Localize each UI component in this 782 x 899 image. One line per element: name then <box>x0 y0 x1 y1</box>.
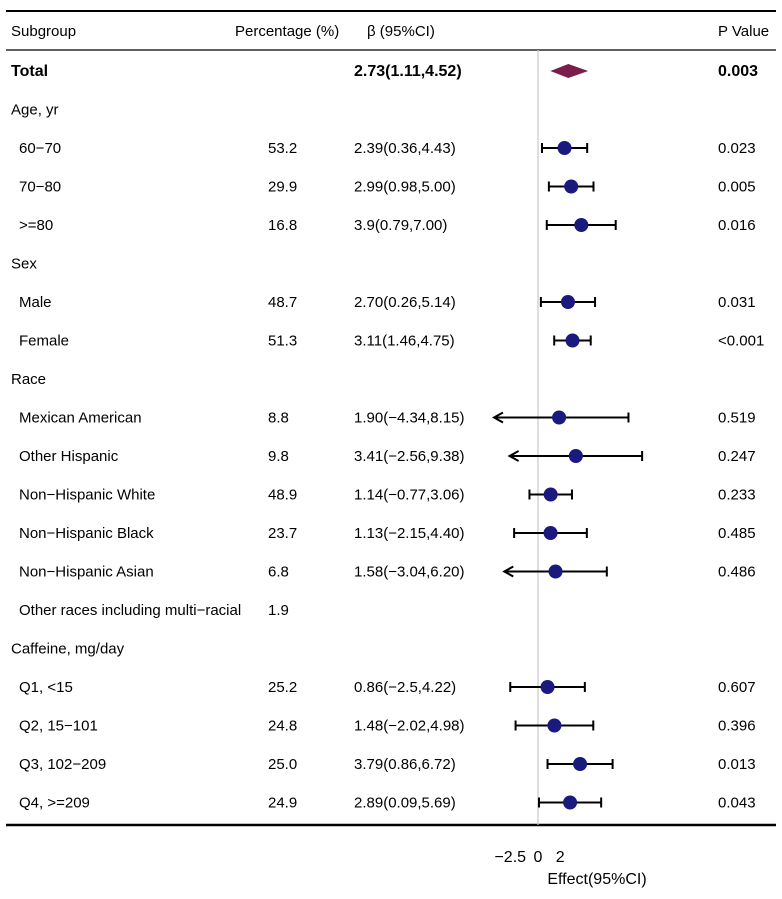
subgroup-label: >=80 <box>19 217 53 234</box>
estimate-point <box>564 179 579 194</box>
beta-ci-cell: 1.14(−0.77,3.06) <box>354 487 465 504</box>
beta-ci-cell: 1.13(−2.15,4.40) <box>354 525 465 542</box>
group-label: Age, yr <box>11 102 59 119</box>
beta-ci-cell: 3.11(1.46,4.75) <box>354 333 455 350</box>
p-value-cell: 0.247 <box>718 448 756 465</box>
p-value-cell: 0.016 <box>718 217 756 234</box>
beta-ci-cell: 2.99(0.98,5.00) <box>354 179 456 196</box>
percentage-cell: 16.8 <box>268 217 297 234</box>
ci-arrow-left <box>502 565 514 578</box>
percentage-cell: 25.0 <box>268 756 297 773</box>
beta-ci-cell: 2.70(0.26,5.14) <box>354 294 456 311</box>
estimate-point <box>543 487 558 502</box>
group-label: Caffeine, mg/day <box>11 641 125 658</box>
p-value-cell: <0.001 <box>718 333 764 350</box>
subgroup-label: Other races including multi−racial <box>19 602 241 619</box>
x-tick-label: 0 <box>534 849 543 866</box>
p-value-cell: 0.043 <box>718 795 756 812</box>
percentage-cell: 48.7 <box>268 294 297 311</box>
percentage-cell: 25.2 <box>268 679 297 696</box>
x-tick-label: 2 <box>556 849 565 866</box>
estimate-point <box>547 718 562 733</box>
estimate-point <box>574 218 589 232</box>
p-value-cell: 0.485 <box>718 525 756 542</box>
subgroup-label: Male <box>19 294 52 311</box>
p-value-cell: 0.005 <box>718 179 756 196</box>
percentage-cell: 48.9 <box>268 487 297 504</box>
estimate-point <box>573 757 588 771</box>
subgroup-label: Non−Hispanic Asian <box>19 564 154 581</box>
beta-ci-cell: 2.39(0.36,4.43) <box>354 140 456 157</box>
subgroup-label: Other Hispanic <box>19 448 119 465</box>
header-beta: β (95%CI) <box>367 23 435 40</box>
estimate-point <box>540 680 555 694</box>
p-value-cell: 0.233 <box>718 487 756 504</box>
x-axis-title: Effect(95%CI) <box>547 871 646 888</box>
p-value-cell: 0.003 <box>718 63 758 80</box>
header-percentage: Percentage (%) <box>235 23 339 40</box>
percentage-cell: 1.9 <box>268 602 289 619</box>
subgroup-label: Q4, >=209 <box>19 795 90 812</box>
estimate-point <box>560 295 575 309</box>
beta-ci-cell: 2.89(0.09,5.69) <box>354 795 456 812</box>
subgroup-label: Mexican American <box>19 410 142 427</box>
p-value-cell: 0.607 <box>718 679 756 696</box>
percentage-cell: 9.8 <box>268 448 289 465</box>
beta-ci-cell: 2.73(1.11,4.52) <box>354 63 462 80</box>
estimate-point <box>565 333 580 348</box>
percentage-cell: 6.8 <box>268 564 289 581</box>
estimate-point <box>543 526 558 540</box>
p-value-cell: 0.519 <box>718 410 756 427</box>
subgroup-label: Q1, <15 <box>19 679 73 696</box>
total-diamond <box>550 64 589 78</box>
subgroup-label: 60−70 <box>19 140 61 157</box>
percentage-cell: 24.8 <box>268 718 297 735</box>
ci-arrow-left <box>507 450 520 462</box>
p-value-cell: 0.013 <box>718 756 756 773</box>
beta-ci-cell: 3.9(0.79,7.00) <box>354 217 447 234</box>
percentage-cell: 24.9 <box>268 795 297 812</box>
subgroup-label: Q2, 15−101 <box>19 718 98 735</box>
subgroup-label: Q3, 102−209 <box>19 756 106 773</box>
estimate-point <box>557 141 572 155</box>
estimate-point <box>548 564 563 579</box>
percentage-cell: 53.2 <box>268 140 297 157</box>
ci-arrow-left <box>491 411 504 424</box>
subgroup-label: Female <box>19 333 69 350</box>
percentage-cell: 23.7 <box>268 525 297 542</box>
beta-ci-cell: 3.41(−2.56,9.38) <box>354 448 465 465</box>
estimate-point <box>552 410 567 425</box>
beta-ci-cell: 1.48(−2.02,4.98) <box>354 718 465 735</box>
header-subgroup: Subgroup <box>11 23 76 40</box>
estimate-point <box>568 449 583 463</box>
percentage-cell: 51.3 <box>268 333 297 350</box>
p-value-cell: 0.023 <box>718 140 756 157</box>
beta-ci-cell: 1.90(−4.34,8.15) <box>354 410 465 427</box>
beta-ci-cell: 1.58(−3.04,6.20) <box>354 564 465 581</box>
total-label: Total <box>11 63 48 80</box>
subgroup-label: Non−Hispanic White <box>19 487 155 504</box>
p-value-cell: 0.396 <box>718 718 756 735</box>
p-value-cell: 0.031 <box>718 294 756 311</box>
group-label: Race <box>11 371 46 388</box>
p-value-cell: 0.486 <box>718 564 756 581</box>
subgroup-label: Non−Hispanic Black <box>19 525 154 542</box>
group-label: Sex <box>11 256 37 273</box>
percentage-cell: 8.8 <box>268 410 289 427</box>
header-pvalue: P Value <box>718 23 769 40</box>
estimate-point <box>563 795 578 810</box>
beta-ci-cell: 3.79(0.86,6.72) <box>354 756 456 773</box>
percentage-cell: 29.9 <box>268 179 297 196</box>
x-tick-label: −2.5 <box>494 849 526 866</box>
subgroup-label: 70−80 <box>19 179 61 196</box>
beta-ci-cell: 0.86(−2.5,4.22) <box>354 679 456 696</box>
